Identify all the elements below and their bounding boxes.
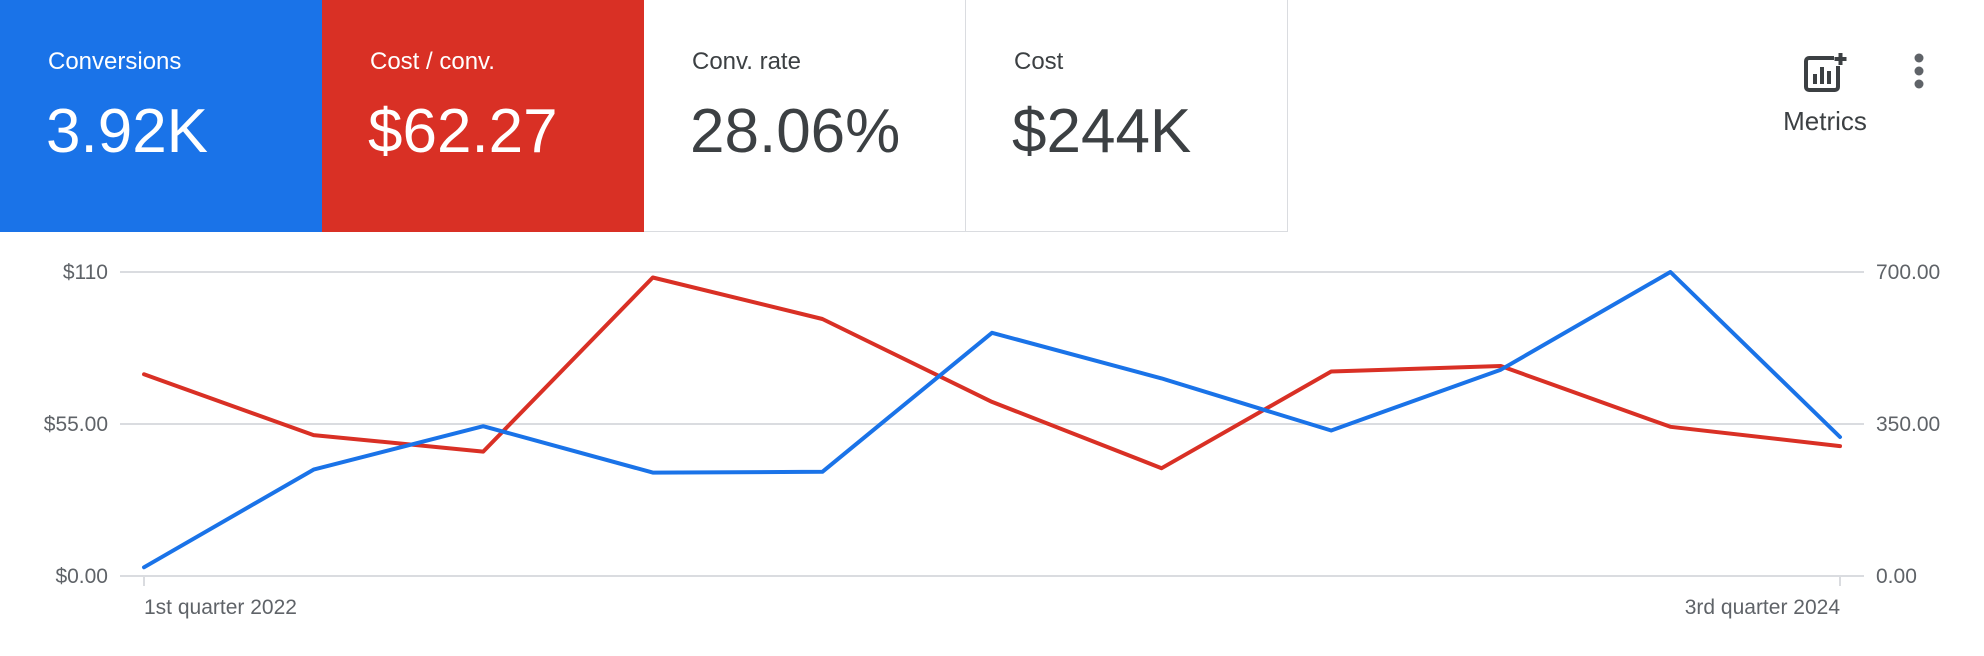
right-tick-label: 0.00 [1876, 565, 1917, 588]
line-chart: $0.00 $55.00 $110 0.00 350.00 700.00 1st qua… [44, 261, 1940, 619]
scorecard-value: 3.92K [46, 97, 209, 166]
series-lines [142, 270, 1842, 570]
scorecard-value: 28.06% [690, 97, 901, 166]
scorecard-cost[interactable]: Cost $244K [966, 0, 1288, 232]
right-tick-label: 350.00 [1876, 413, 1940, 436]
scorecard-label: Conv. rate [692, 48, 801, 75]
scorecard-cost-per-conv[interactable]: Cost / conv. $62.27 [322, 0, 644, 232]
series-line-cost-per-conv [142, 275, 1842, 471]
right-axis: 0.00 350.00 700.00 [1876, 261, 1940, 588]
left-tick-label: $110 [63, 261, 108, 284]
series-line-conversions [142, 270, 1842, 570]
x-tick-label: 3rd quarter 2024 [1685, 596, 1841, 619]
metrics-button[interactable]: Metrics [1770, 48, 1880, 144]
scorecard-value: $244K [1012, 97, 1192, 166]
scorecard-label: Conversions [48, 48, 182, 75]
more-vert-icon [1914, 53, 1924, 89]
left-tick-label: $0.00 [55, 565, 108, 588]
x-axis: 1st quarter 2022 3rd quarter 2024 [143, 576, 1841, 619]
left-tick-label: $55.00 [44, 413, 108, 436]
x-tick-label: 1st quarter 2022 [144, 596, 297, 619]
grid-lines [120, 271, 1864, 577]
scorecard-value: $62.27 [368, 97, 558, 166]
scorecard-label: Cost / conv. [370, 48, 495, 75]
scorecard-conv-rate[interactable]: Conv. rate 28.06% [644, 0, 966, 232]
scorecard-conversions[interactable]: Conversions 3.92K [0, 0, 322, 232]
scorecard-row: Conversions 3.92K Cost / conv. $62.27 Co… [0, 0, 1288, 232]
left-axis: $0.00 $55.00 $110 [44, 261, 108, 588]
more-options-button[interactable] [1906, 50, 1932, 96]
right-tick-label: 700.00 [1876, 261, 1940, 284]
add-chart-icon [1804, 52, 1847, 92]
scorecard-label: Cost [1014, 48, 1064, 75]
metrics-label: Metrics [1783, 106, 1867, 136]
